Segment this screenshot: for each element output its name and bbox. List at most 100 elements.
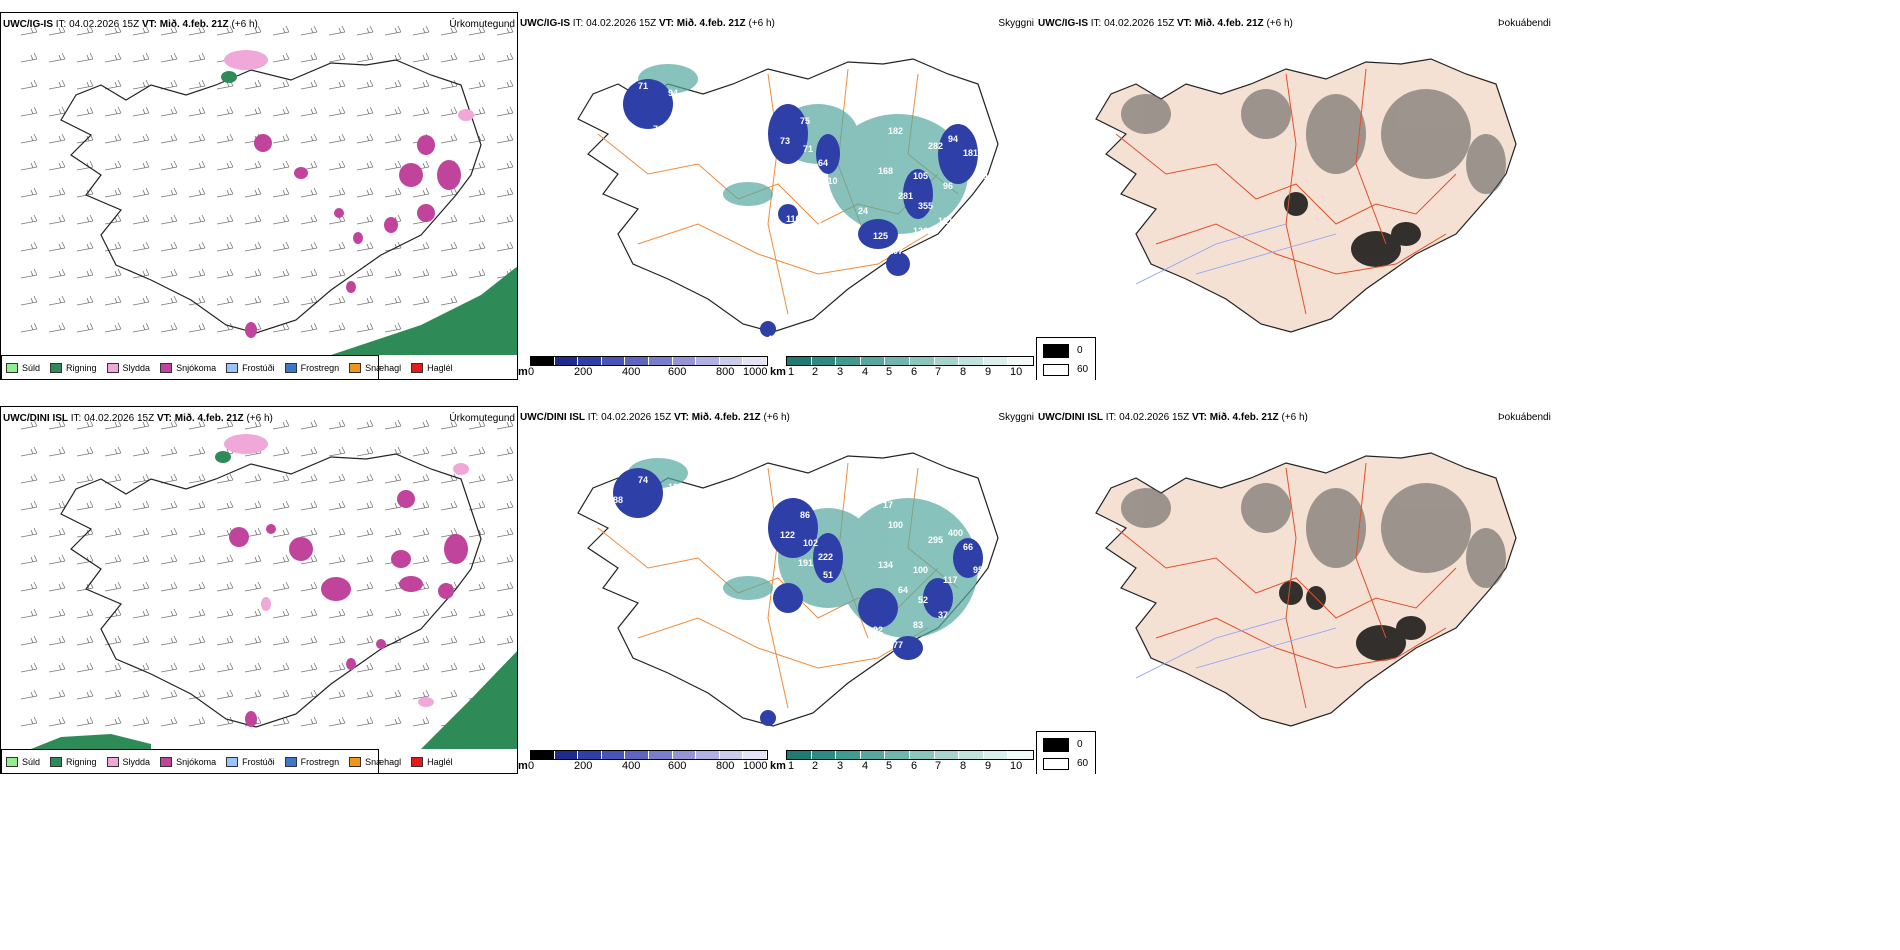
wind-barb [328, 635, 346, 646]
wind-barb [76, 79, 94, 90]
wind-barb [496, 241, 514, 252]
wind-barb [76, 662, 94, 673]
wind-barb [440, 419, 458, 430]
visibility-value-label: 69 [873, 680, 883, 690]
wind-barb [272, 446, 290, 457]
wind-barb [76, 716, 94, 727]
wind-barb [216, 500, 234, 511]
wind-barb [48, 554, 66, 565]
wind-barb [412, 52, 430, 63]
wind-barb [48, 79, 66, 90]
wind-barb [160, 635, 178, 646]
wind-barb [160, 52, 178, 63]
wind-barb [160, 527, 178, 538]
wind-barb [188, 608, 206, 619]
wind-barb [356, 187, 374, 198]
wind-barb [412, 635, 430, 646]
precip-legend: Súld Rigning Slydda Snjókoma Frostúði Fr… [1, 749, 453, 773]
wind-barb [216, 25, 234, 36]
wind-barb [412, 689, 430, 700]
iceland-precip-map [20, 25, 517, 355]
wind-barb [76, 473, 94, 484]
visibility-value-label: 72 [663, 532, 673, 542]
wind-barb [244, 419, 262, 430]
wind-barb [244, 106, 262, 117]
wind-barb [160, 241, 178, 252]
wind-barb [496, 79, 514, 90]
visibility-value-label: 79 [780, 86, 790, 96]
wind-barb [496, 187, 514, 198]
wind-barb [76, 106, 94, 117]
wind-barb [76, 689, 94, 700]
wind-barb [20, 635, 38, 646]
wind-barb [412, 716, 430, 727]
wind-barb [356, 716, 374, 727]
wind-barb [104, 500, 122, 511]
wind-barb [160, 295, 178, 306]
wind-barb [20, 79, 38, 90]
visibility-value-label: 102 [803, 538, 818, 548]
wind-barb [76, 241, 94, 252]
visibility-value-label: 96 [943, 181, 953, 191]
precip-panel-row1: UWC/IG-IS IT: 04.02.2026 15Z VT: Mið. 4.… [0, 12, 518, 380]
visibility-value-label: 105 [913, 171, 928, 181]
visibility-value-label: 355 [918, 201, 933, 211]
wind-barb [20, 662, 38, 673]
wind-barb [20, 214, 38, 225]
wind-barb [356, 446, 374, 457]
wind-barb [132, 214, 150, 225]
panel-header: UWC/IG-IS IT: 04.02.2026 15Z VT: Mið. 4.… [520, 18, 775, 29]
wind-barb [20, 106, 38, 117]
wind-barb [132, 79, 150, 90]
wind-barb [272, 79, 290, 90]
wind-barb [496, 554, 514, 565]
wind-barb [356, 322, 374, 333]
wind-barb [356, 214, 374, 225]
wind-barb [132, 500, 150, 511]
wind-barb [328, 133, 346, 144]
wind-barb [132, 25, 150, 36]
wind-barb [356, 241, 374, 252]
wind-barb [356, 79, 374, 90]
wind-barb [20, 241, 38, 252]
wind-barb [328, 79, 346, 90]
wind-barb [160, 581, 178, 592]
wind-barb [132, 473, 150, 484]
wind-barb [132, 268, 150, 279]
wind-barb [160, 322, 178, 333]
panel-header: UWC/DINI ISL IT: 04.02.2026 15Z VT: Mið.… [3, 413, 273, 424]
wind-barb [48, 52, 66, 63]
wind-barb [244, 79, 262, 90]
wind-barb [132, 554, 150, 565]
wind-barb [188, 473, 206, 484]
wind-barb [496, 52, 514, 63]
wind-barb [496, 133, 514, 144]
wind-barb [160, 106, 178, 117]
wind-barb [48, 473, 66, 484]
wind-barb [300, 473, 318, 484]
wind-barb [496, 608, 514, 619]
wind-barb [104, 133, 122, 144]
wind-barb [244, 187, 262, 198]
wind-barb [48, 160, 66, 171]
wind-barb [412, 268, 430, 279]
wind-barb [468, 160, 486, 171]
wind-barb [48, 527, 66, 538]
wind-barb [104, 79, 122, 90]
wind-barb [48, 241, 66, 252]
visibility-value-label: 86 [800, 510, 810, 520]
panel-title: Úrkomutegund [449, 413, 515, 424]
wind-barb [356, 52, 374, 63]
visibility-value-label: 88 [613, 495, 623, 505]
wind-barb [160, 554, 178, 565]
wind-barb [244, 689, 262, 700]
wind-barb [468, 473, 486, 484]
visibility-value-label: 70 [780, 480, 790, 490]
wind-barb [328, 716, 346, 727]
wind-barb [272, 662, 290, 673]
legend-item: Slydda [106, 363, 150, 373]
wind-barb [132, 635, 150, 646]
wind-barb [496, 419, 514, 430]
wind-barb [496, 500, 514, 511]
wind-barb [104, 581, 122, 592]
